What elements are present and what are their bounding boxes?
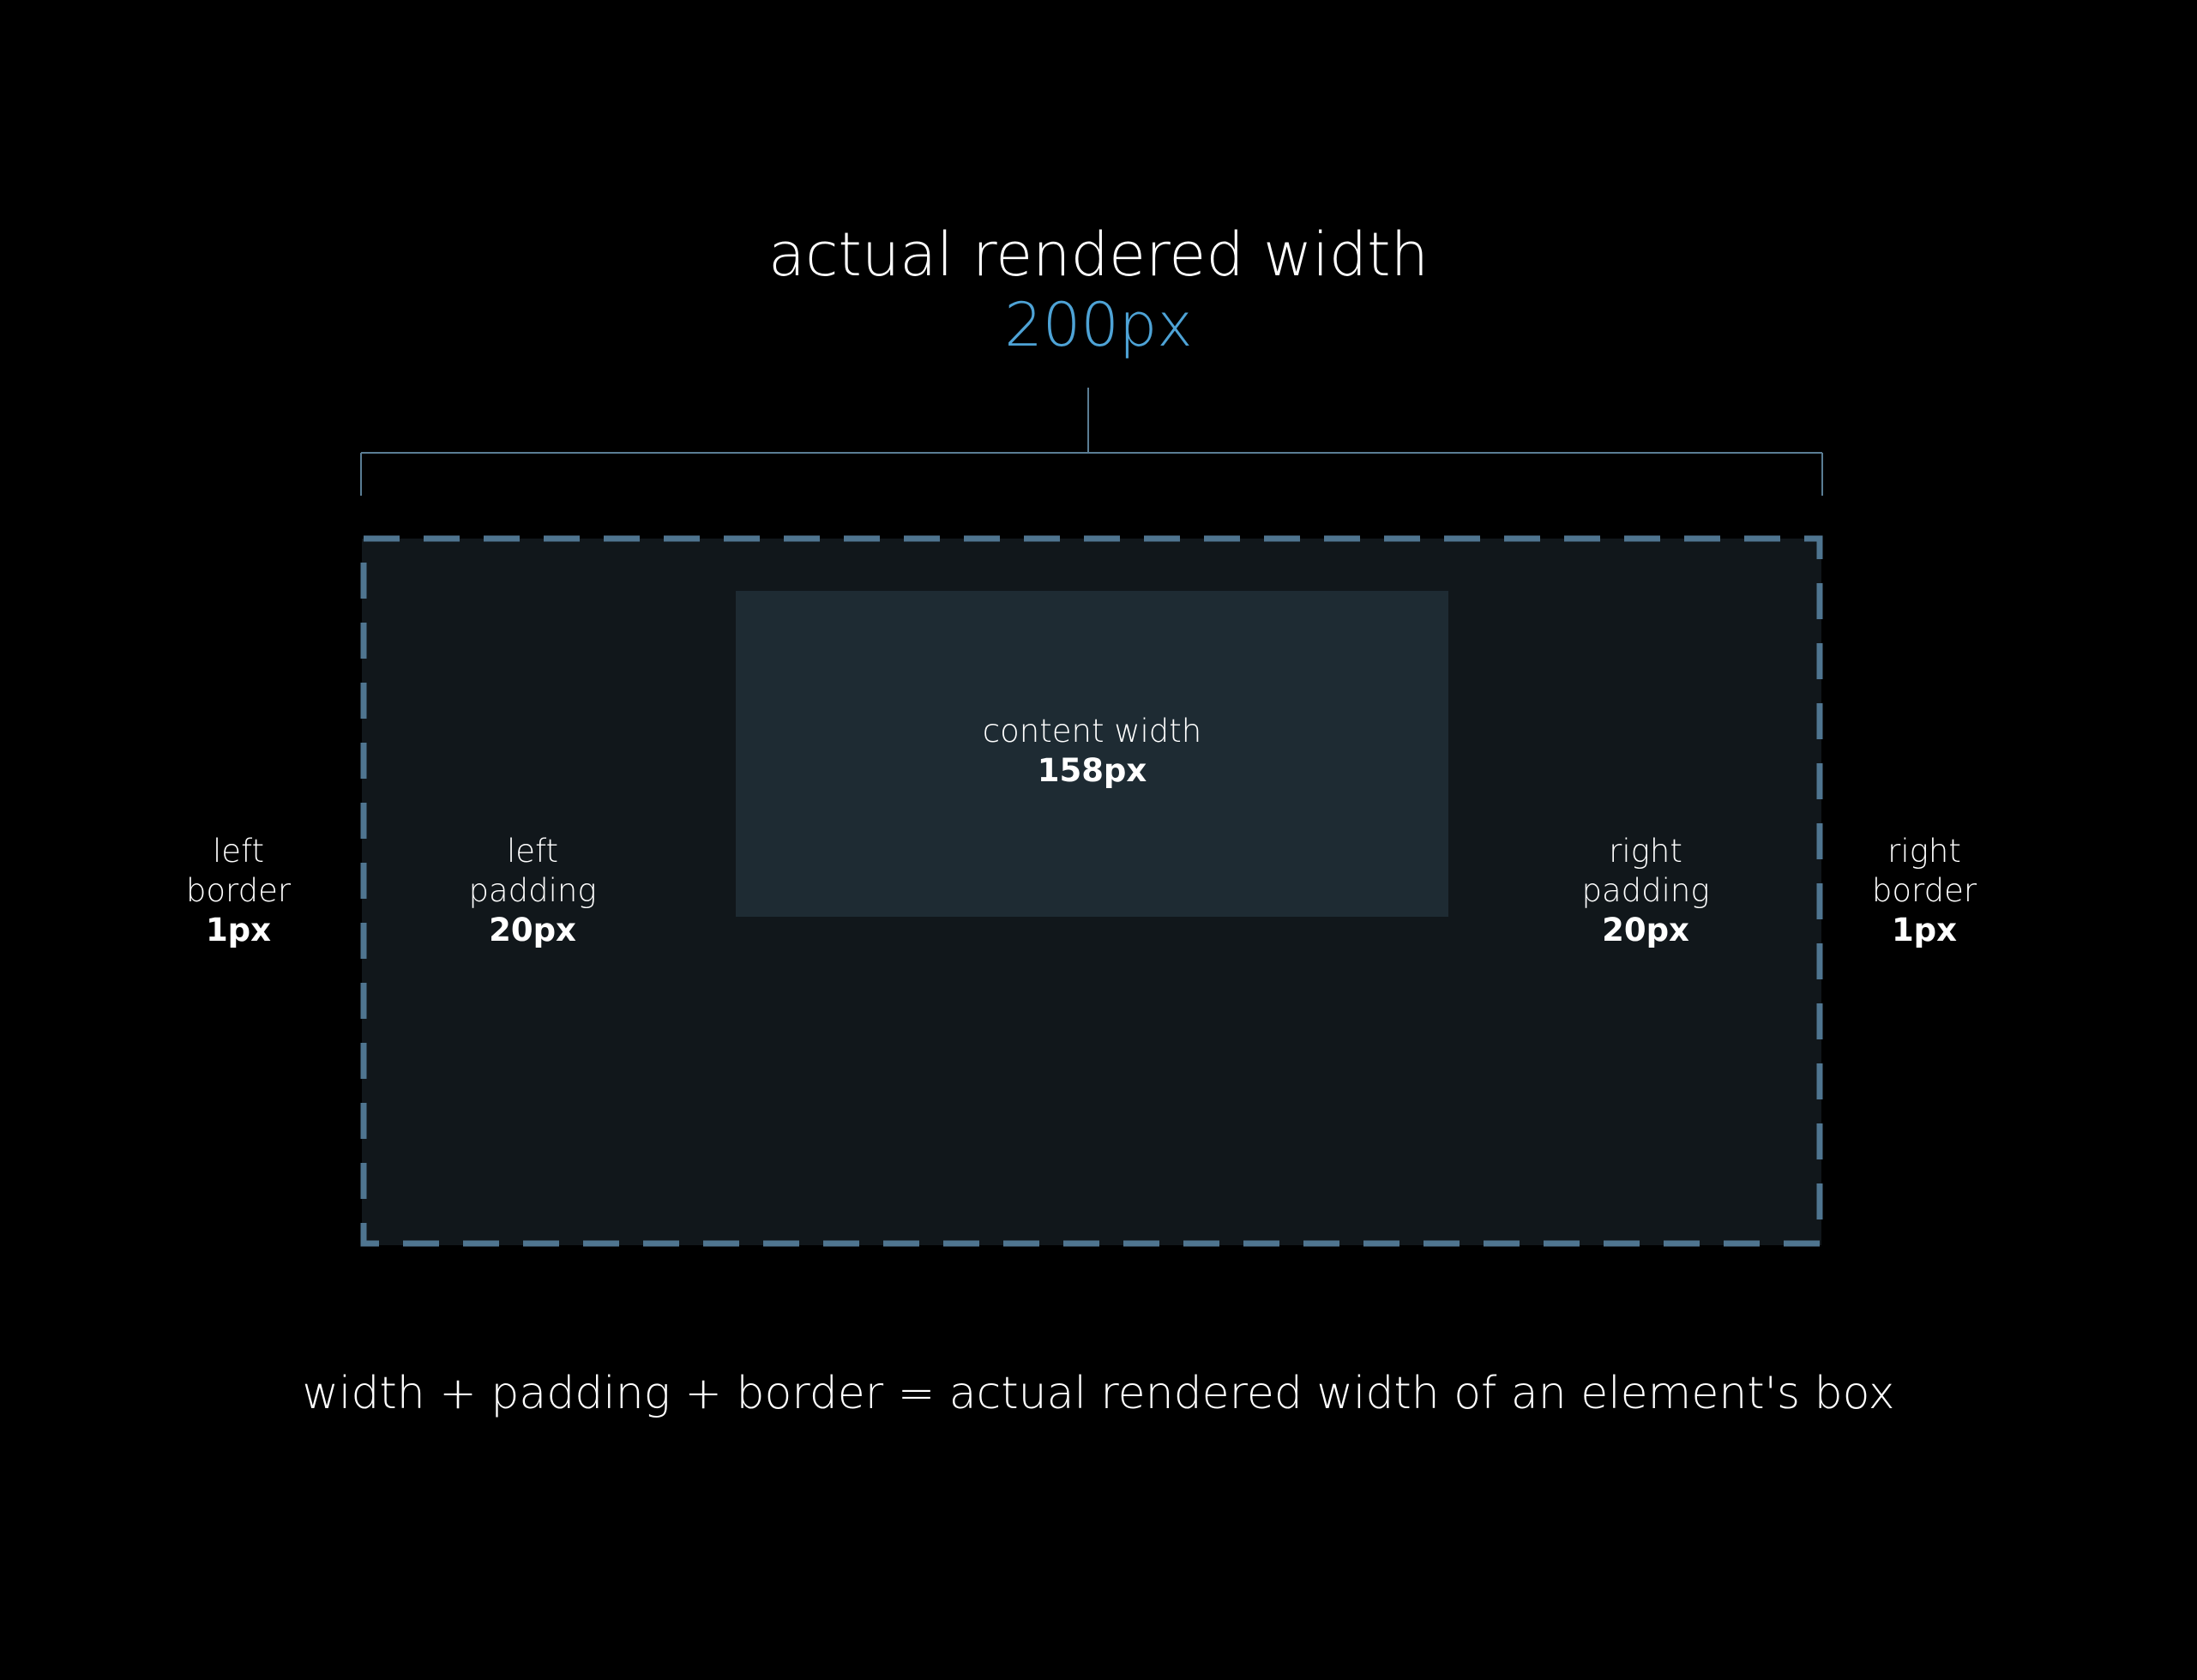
left-border-label: left border 1px [153,832,324,950]
diagram-header: actual rendered width 200px [0,219,2197,361]
left-padding-label: left padding 20px [447,832,618,950]
right-padding-value: 20px [1602,912,1689,948]
right-border-label: right border 1px [1839,832,2010,950]
header-title: actual rendered width [768,220,1429,290]
equation-caption: width + padding + border = actual render… [302,1368,1895,1419]
content-width-label: content width 158px [736,712,1448,791]
header-value: 200px [1004,290,1193,360]
right-border-value: 1px [1891,912,1958,948]
right-padding-label: right padding 20px [1560,832,1731,950]
left-border-value: 1px [205,912,272,948]
left-padding-value: 20px [489,912,576,948]
content-width-value: 158px [1037,752,1147,789]
